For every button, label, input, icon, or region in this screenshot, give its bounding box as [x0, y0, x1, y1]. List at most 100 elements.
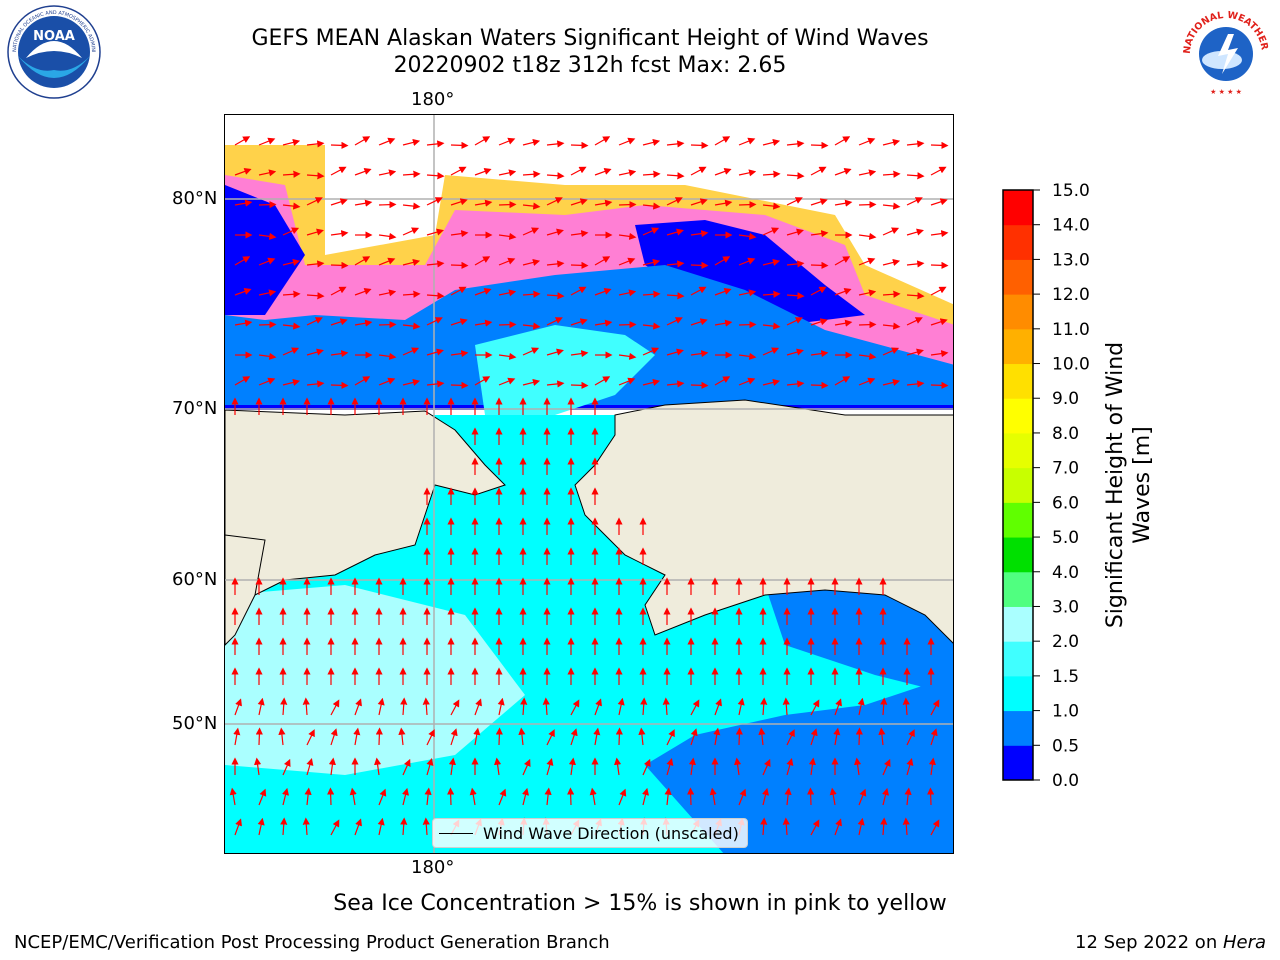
- svg-text:★ ★ ★ ★: ★ ★ ★ ★: [1210, 88, 1242, 96]
- wind-wave-arrow: [330, 230, 349, 238]
- wind-wave-arrow: [378, 201, 397, 209]
- wind-wave-arrow: [662, 697, 670, 716]
- wind-wave-arrow: [377, 817, 385, 836]
- colorbar-tick-label: 13.0: [1052, 250, 1090, 270]
- wind-wave-arrow: [760, 697, 768, 716]
- wind-wave-arrow: [402, 138, 421, 146]
- wind-wave-arrow: [306, 348, 324, 356]
- wind-wave-arrow: [858, 169, 877, 177]
- wind-wave-arrow: [902, 817, 910, 836]
- colorbar-tick-label: 3.0: [1052, 597, 1079, 617]
- wind-wave-arrow: [930, 286, 947, 296]
- wind-wave-arrow: [258, 788, 267, 806]
- wind-wave-arrow: [688, 757, 696, 776]
- wind-wave-arrow: [447, 787, 455, 806]
- wind-wave-arrow: [714, 136, 731, 146]
- wind-wave-arrow: [278, 727, 286, 746]
- wind-wave-arrow: [666, 380, 685, 388]
- wind-wave-arrow: [522, 258, 541, 266]
- wind-wave-arrow: [498, 788, 507, 806]
- wind-wave-arrow: [834, 256, 851, 266]
- wind-wave-arrow: [810, 261, 829, 269]
- wind-wave-arrow: [546, 317, 563, 326]
- wind-wave-arrow: [378, 788, 387, 806]
- wind-wave-arrow: [474, 376, 491, 386]
- wind-wave-arrow: [930, 699, 940, 716]
- wind-wave-arrow: [498, 289, 517, 297]
- colorbar-tick-label: 11.0: [1052, 320, 1090, 340]
- wind-wave-arrow: [858, 788, 867, 806]
- wind-wave-arrow: [618, 377, 636, 386]
- colorbar-tick-label: 12.0: [1052, 285, 1090, 305]
- wind-wave-arrow: [594, 319, 613, 327]
- wind-wave-arrow: [738, 788, 747, 806]
- colorbar-tick-label: 7.0: [1052, 459, 1079, 479]
- wind-wave-arrow: [666, 729, 675, 746]
- colorbar-band: [1003, 641, 1033, 677]
- wind-wave-arrow: [426, 197, 443, 206]
- wind-wave-arrow: [546, 197, 563, 206]
- wind-wave-arrow: [450, 198, 468, 206]
- wind-wave-arrow: [258, 257, 276, 266]
- wind-wave-arrow: [786, 348, 804, 356]
- wind-wave-arrow: [614, 757, 622, 776]
- wind-wave-arrow: [426, 260, 445, 268]
- wind-wave-arrow: [233, 727, 241, 746]
- wind-wave-arrow: [713, 727, 721, 746]
- wind-wave-arrow: [758, 727, 766, 746]
- wind-wave-arrow: [594, 256, 611, 266]
- wind-wave-arrow: [589, 787, 597, 806]
- wind-wave-arrow: [282, 258, 301, 266]
- wind-wave-arrow: [882, 787, 890, 806]
- wind-wave-arrow: [354, 698, 362, 716]
- wind-wave-arrow: [906, 380, 925, 388]
- wind-wave-arrow: [594, 698, 602, 716]
- wind-wave-arrow: [498, 257, 516, 266]
- wind-wave-arrow: [229, 787, 237, 806]
- wind-wave-arrow: [666, 292, 685, 300]
- wind-wave-arrow: [378, 321, 397, 329]
- wind-wave-arrow: [714, 319, 733, 327]
- wind-wave-arrow: [258, 289, 277, 297]
- wind-wave-arrow: [280, 817, 288, 836]
- wind-wave-arrow: [690, 318, 708, 326]
- colorbar-tick-label: 8.0: [1052, 424, 1079, 444]
- wind-wave-arrow: [618, 169, 637, 177]
- wind-wave-arrow: [738, 257, 756, 266]
- wind-wave-arrow: [402, 322, 421, 330]
- wind-wave-arrow: [402, 258, 421, 266]
- wind-wave-arrow: [426, 172, 445, 180]
- wind-wave-arrow: [615, 727, 623, 746]
- wind-wave-arrow: [666, 758, 674, 776]
- wave-band-0: [225, 185, 305, 315]
- wind-wave-arrow: [618, 137, 636, 146]
- wind-wave-arrow: [858, 137, 876, 146]
- wave-band-0b: [635, 220, 865, 325]
- wind-wave-arrow: [375, 727, 383, 746]
- wind-wave-arrow: [810, 230, 829, 238]
- wind-wave-arrow: [330, 261, 349, 269]
- colorbar-band: [1003, 467, 1033, 503]
- footer-credit: NCEP/EMC/Verification Post Processing Pr…: [14, 932, 610, 953]
- wind-wave-arrow: [642, 378, 661, 386]
- wind-wave-arrow: [930, 728, 938, 746]
- wind-wave-arrow: [882, 170, 901, 178]
- wind-wave-arrow: [786, 140, 805, 148]
- wind-wave-arrow: [858, 201, 877, 209]
- wind-wave-arrow: [570, 230, 589, 238]
- wind-wave-arrow: [306, 317, 323, 326]
- wind-wave-arrow: [762, 322, 781, 330]
- wind-wave-arrow: [570, 166, 587, 176]
- wind-wave-arrow: [546, 172, 565, 180]
- wind-wave-arrow: [258, 137, 276, 146]
- wind-wave-arrow: [450, 141, 469, 149]
- wind-wave-arrow: [498, 321, 517, 329]
- wind-wave-arrow: [378, 289, 397, 297]
- wind-wave-arrow: [642, 290, 661, 298]
- wind-wave-arrow: [474, 199, 493, 207]
- wind-wave-arrow: [618, 321, 637, 329]
- wind-wave-arrow: [734, 757, 742, 776]
- wind-wave-arrow: [786, 197, 803, 206]
- wind-wave-arrow: [306, 758, 314, 776]
- wind-wave-arrow: [546, 228, 564, 236]
